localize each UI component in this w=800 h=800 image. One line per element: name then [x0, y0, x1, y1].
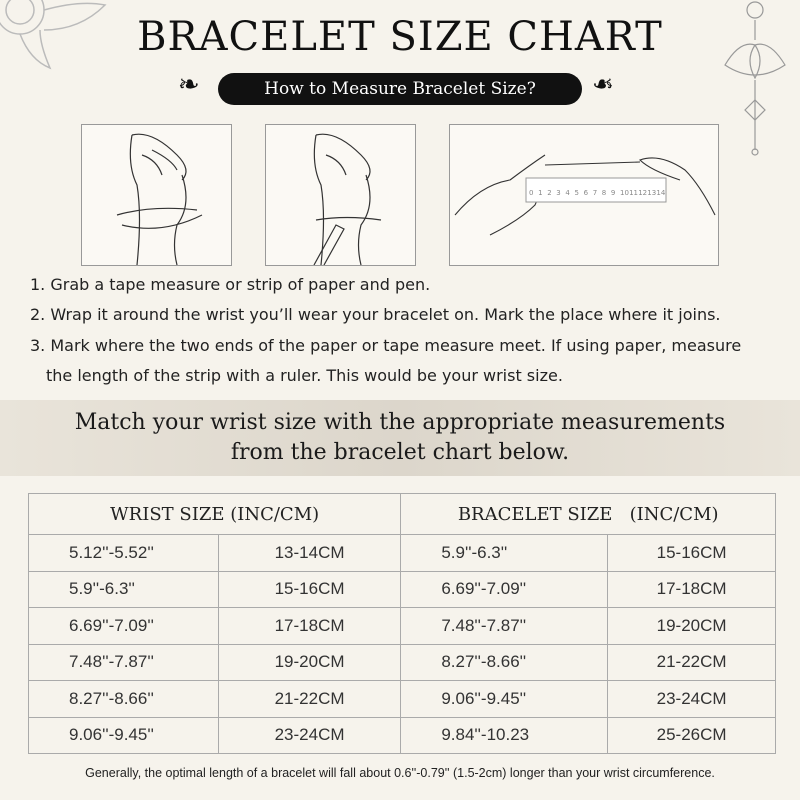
ruler-number: 4 — [565, 189, 570, 197]
wrist-inches-cell: 5.9''-6.3'' — [28, 570, 219, 608]
footnote: Generally, the optimal length of a brace… — [85, 766, 715, 780]
bracelet-cm-cell: 15-16CM — [607, 534, 776, 572]
wrist-inches-cell: 8.27''-8.66'' — [28, 680, 219, 718]
bracelet-cm-cell: 21-22CM — [607, 643, 776, 681]
step-3-continued: the length of the strip with a ruler. Th… — [46, 366, 563, 385]
size-chart-table: WRIST SIZE (INC/CM) BRACELET SIZE (INC/C… — [27, 493, 776, 754]
wrist-cm-cell: 17-18CM — [217, 607, 402, 645]
bracelet-inches-cell: 5.9''-6.3'' — [400, 534, 609, 572]
ruler-number: 7 — [593, 189, 597, 197]
wrist-cm-cell: 23-24CM — [217, 716, 402, 754]
bracelet-cm-cell: 23-24CM — [607, 680, 776, 718]
page-title: BRACELET SIZE CHART — [137, 14, 663, 60]
ruler-number: 8 — [602, 189, 606, 197]
ruler-number: 12 — [638, 189, 647, 197]
ruler-number: 10 — [620, 189, 629, 197]
wrist-cm-cell: 13-14CM — [217, 534, 402, 572]
banner-line-2: from the bracelet chart below. — [230, 440, 570, 465]
instruction-banner — [0, 400, 800, 476]
bracelet-inches-cell: 9.06''-9.45'' — [400, 680, 609, 718]
table-row: 5.9''-6.3'' 15-16CM 6.69''-7.09'' 17-18CM — [28, 570, 776, 608]
wrist-inches-cell: 7.48''-7.87'' — [28, 643, 219, 681]
wrist-cm-cell: 21-22CM — [217, 680, 402, 718]
ruler-number: 1 — [538, 189, 542, 197]
banner-line-1: Match your wrist size with the appropria… — [74, 410, 726, 435]
left-swirl-icon: ❧ — [178, 70, 200, 100]
ruler-number: 3 — [556, 189, 560, 197]
table-row: 7.48''-7.87'' 19-20CM 8.27''-8.66'' 21-22CM — [28, 643, 776, 681]
step-1: 1. Grab a tape measure or strip of paper… — [30, 275, 431, 294]
bracelet-cm-cell: 17-18CM — [607, 570, 776, 608]
table-row: 9.06''-9.45'' 23-24CM 9.84''-10.23 25-26CM — [28, 716, 776, 754]
step-2: 2. Wrap it around the wrist you’ll wear … — [30, 305, 721, 324]
subtitle-pill: How to Measure Bracelet Size? — [218, 73, 582, 105]
bracelet-size-header: BRACELET SIZE (INC/CM) — [400, 493, 776, 535]
ruler-number: 0 — [529, 189, 533, 197]
mark-wrist-illustration — [265, 124, 416, 266]
wrap-wrist-illustration — [81, 124, 232, 266]
bracelet-inches-cell: 9.84''-10.23 — [400, 716, 609, 754]
ruler-number: 9 — [611, 189, 615, 197]
bracelet-inches-cell: 8.27''-8.66'' — [400, 643, 609, 681]
bracelet-inches-cell: 7.48''-7.87'' — [400, 607, 609, 645]
ruler-number: 11 — [629, 189, 638, 197]
ruler-number: 13 — [647, 189, 656, 197]
ruler-number: 14 — [656, 189, 665, 197]
ruler-number: 2 — [547, 189, 551, 197]
step-3: 3. Mark where the two ends of the paper … — [30, 336, 742, 355]
right-swirl-icon: ❧ — [592, 70, 614, 100]
ruler-number: 6 — [584, 189, 589, 197]
wrist-size-header: WRIST SIZE (INC/CM) — [27, 493, 402, 535]
ruler-number: 5 — [575, 189, 579, 197]
bracelet-cm-cell: 19-20CM — [607, 607, 776, 645]
ruler-measure-illustration: 0 1 2 3 4 5 6 7 8 9 10 11 12 13 14 — [449, 124, 719, 266]
mandala-ornament-icon — [0, 0, 107, 70]
wrist-inches-cell: 5.12''-5.52'' — [28, 534, 219, 572]
bracelet-inches-cell: 6.69''-7.09'' — [400, 570, 609, 608]
table-row: 6.69''-7.09'' 17-18CM 7.48''-7.87'' 19-20CM — [28, 607, 776, 645]
wrist-inches-cell: 6.69''-7.09'' — [28, 607, 219, 645]
table-row: 5.12''-5.52'' 13-14CM 5.9''-6.3'' 15-16CM — [28, 534, 776, 572]
table-row: 8.27''-8.66'' 21-22CM 9.06''-9.45'' 23-24CM — [28, 680, 776, 718]
bracelet-cm-cell: 25-26CM — [607, 716, 776, 754]
wrist-cm-cell: 15-16CM — [217, 570, 402, 608]
wrist-inches-cell: 9.06''-9.45'' — [28, 716, 219, 754]
lotus-ornament-icon — [724, 1, 786, 156]
wrist-cm-cell: 19-20CM — [217, 643, 402, 681]
